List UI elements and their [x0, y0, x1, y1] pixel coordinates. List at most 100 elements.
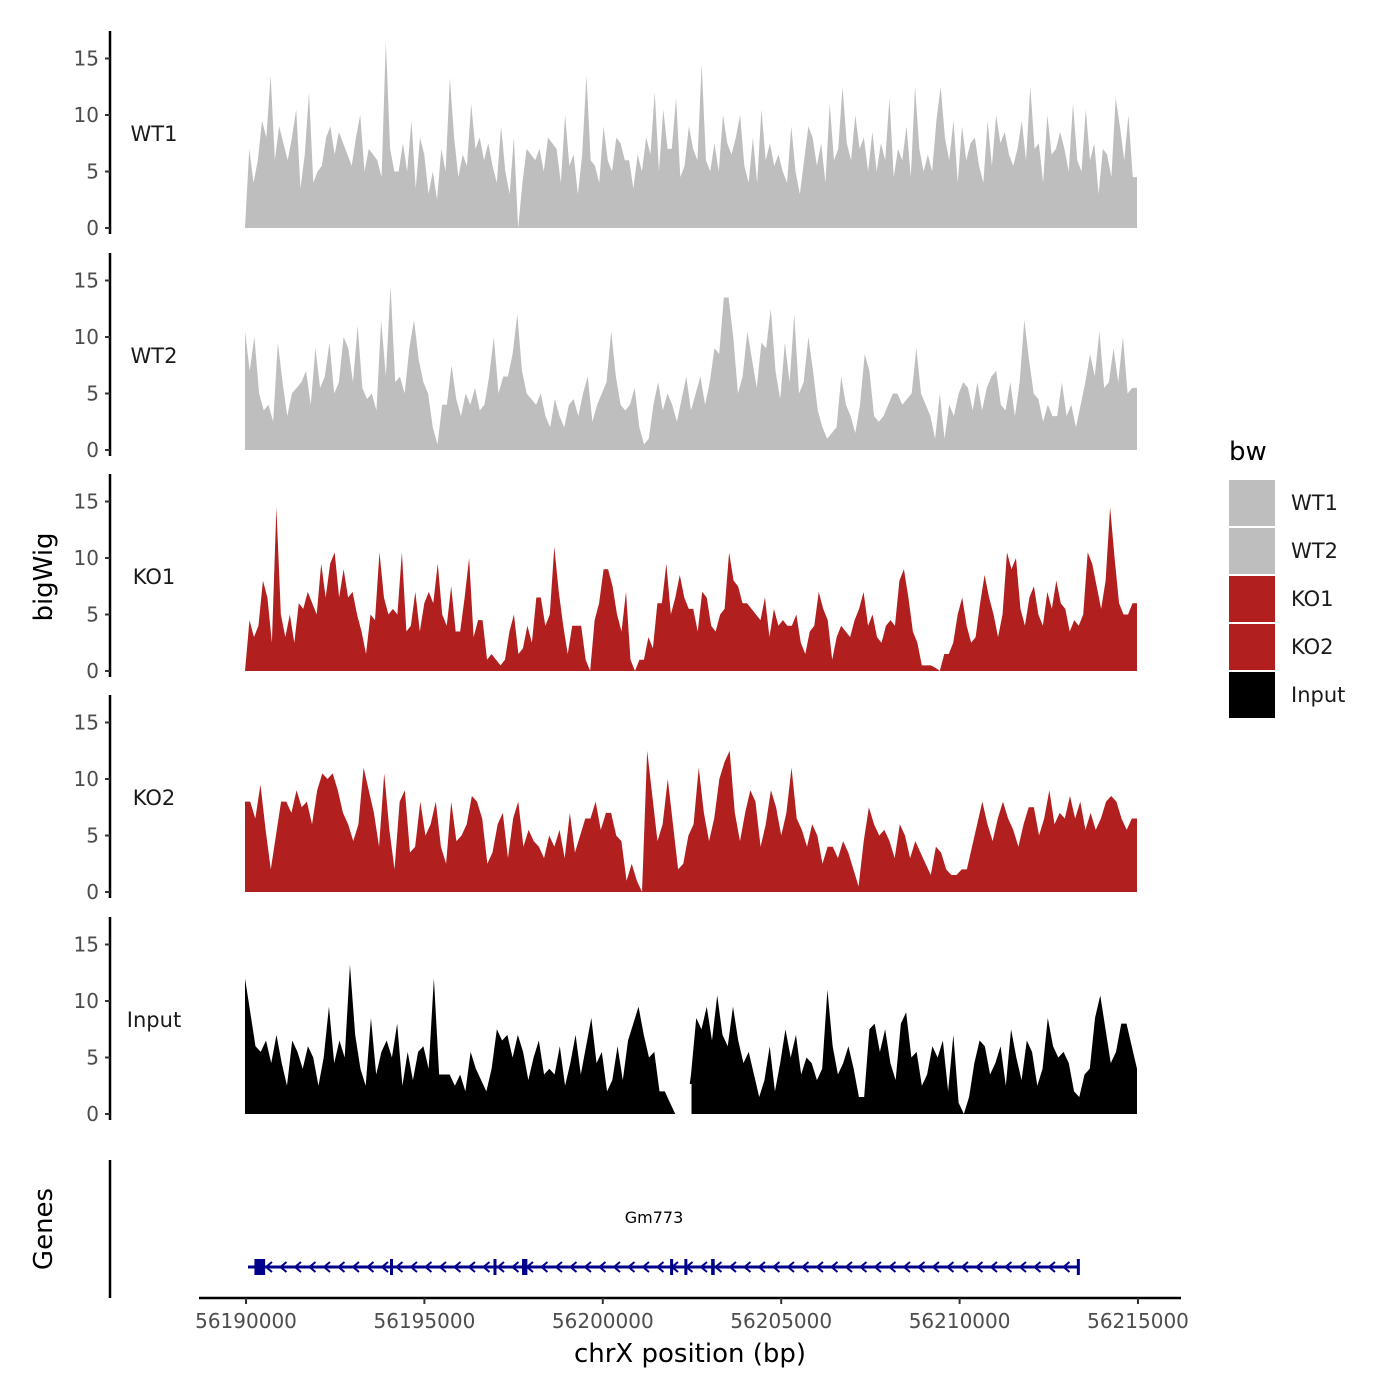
legend-label: KO2	[1291, 635, 1334, 659]
gene-exon	[684, 1259, 688, 1275]
strand-arrow	[1018, 1261, 1027, 1273]
gene-exon	[522, 1259, 528, 1275]
y-tick-label: 15	[74, 490, 99, 514]
y-tick-label: 10	[74, 103, 99, 127]
y-tick-label: 5	[86, 824, 99, 848]
y-tick-label: 5	[86, 160, 99, 184]
y-tick-label: 15	[74, 711, 99, 735]
strand-arrow	[1003, 1261, 1013, 1273]
strand-arrow	[829, 1261, 839, 1273]
strand-arrow	[481, 1261, 491, 1273]
strand-arrow	[1032, 1261, 1042, 1273]
legend-swatch-input	[1229, 672, 1275, 718]
gene-exon	[493, 1259, 497, 1275]
genes-axis-title: Genes	[29, 1188, 59, 1270]
x-tick-label: 56210000	[909, 1309, 1011, 1333]
strand-arrow	[423, 1261, 433, 1273]
signal-area-wt1	[245, 41, 1137, 228]
strand-arrow	[960, 1261, 969, 1273]
strand-arrow	[293, 1261, 302, 1273]
strand-arrow	[974, 1261, 984, 1273]
x-tick-label: 56200000	[552, 1309, 654, 1333]
strand-arrow	[887, 1261, 897, 1273]
x-tick-label: 56190000	[195, 1309, 297, 1333]
strand-arrow	[351, 1261, 360, 1273]
strand-arrow	[757, 1261, 766, 1273]
strand-arrow	[438, 1261, 447, 1273]
legend-swatch-ko2	[1229, 624, 1275, 670]
strand-arrow	[264, 1261, 273, 1273]
gene-exon	[1076, 1259, 1080, 1275]
legend: bw WT1 WT2 KO1 KO2 Input	[1229, 437, 1345, 718]
gene-exon	[390, 1259, 394, 1275]
strand-arrow	[931, 1261, 940, 1273]
track-label: WT2	[131, 344, 178, 368]
strand-arrow	[394, 1261, 404, 1273]
strand-arrow	[786, 1261, 795, 1273]
strand-arrow	[699, 1261, 708, 1273]
strand-arrow	[278, 1261, 288, 1273]
track-label: Input	[127, 1008, 181, 1032]
track-ko1: 0 5 10 15 KO1	[74, 474, 1137, 683]
legend-label: WT2	[1291, 539, 1338, 563]
signal-area-wt2	[245, 286, 1137, 450]
strand-arrow	[583, 1261, 592, 1273]
x-tick-label: 56215000	[1087, 1309, 1189, 1333]
strand-arrow	[510, 1261, 520, 1273]
y-tick-label: 15	[74, 269, 99, 293]
x-axis-title: chrX position (bp)	[574, 1339, 806, 1369]
strand-arrow	[713, 1261, 723, 1273]
signal-area-input	[245, 964, 1137, 1114]
strand-arrow	[945, 1261, 955, 1273]
legend-label: WT1	[1291, 491, 1338, 515]
strand-arrow	[728, 1261, 737, 1273]
x-tick-label: 56195000	[374, 1309, 476, 1333]
track-wt2: 0 5 10 15 WT2	[74, 253, 1137, 462]
gene-label: Gm773	[625, 1208, 684, 1227]
y-tick-label: 0	[86, 438, 99, 462]
signal-area-ko1	[245, 507, 1137, 671]
strand-arrow	[409, 1261, 418, 1273]
strand-arrow	[307, 1261, 317, 1273]
strand-arrow	[655, 1261, 665, 1273]
y-tick-label: 5	[86, 603, 99, 627]
legend-label: Input	[1291, 683, 1345, 707]
track-label: KO1	[133, 565, 176, 589]
legend-swatch-wt1	[1229, 480, 1275, 526]
y-tick-label: 10	[74, 325, 99, 349]
gene-exon	[254, 1259, 266, 1275]
y-tick-label: 15	[74, 933, 99, 957]
strand-arrow	[626, 1261, 636, 1273]
strand-arrow	[452, 1261, 462, 1273]
y-tick-label: 5	[86, 1046, 99, 1070]
strand-arrow	[815, 1261, 824, 1273]
y-tick-label: 0	[86, 880, 99, 904]
gene-track: Gm773	[108, 1160, 1080, 1298]
tracks: 0 5 10 15 WT1 0 5 10 15 WT2 0 5 10 15 KO1 0 5 10 15 KO2 0 5 10…	[74, 31, 1137, 1126]
gene-exon	[670, 1259, 674, 1275]
y-axis-title: bigWig	[29, 532, 59, 621]
strand-arrow	[554, 1261, 563, 1273]
strand-arrow	[989, 1261, 998, 1273]
strand-arrow	[800, 1261, 810, 1273]
y-tick-label: 15	[74, 47, 99, 71]
strand-arrow	[496, 1261, 505, 1273]
legend-swatch-wt2	[1229, 528, 1275, 574]
gene-exon	[711, 1259, 715, 1275]
strand-arrow	[771, 1261, 781, 1273]
strand-arrow	[612, 1261, 621, 1273]
x-tick-label: 56205000	[730, 1309, 832, 1333]
track-input: 0 5 10 15 Input	[74, 917, 1137, 1126]
strand-arrow	[365, 1261, 375, 1273]
y-tick-label: 0	[86, 1102, 99, 1126]
strand-arrow	[597, 1261, 607, 1273]
strand-arrow	[1061, 1261, 1071, 1273]
track-label: KO2	[133, 786, 176, 810]
legend-title: bw	[1229, 437, 1267, 467]
strand-arrow	[322, 1261, 331, 1273]
signal-gap	[677, 1084, 692, 1115]
legend-label: KO1	[1291, 587, 1334, 611]
strand-arrow	[742, 1261, 752, 1273]
track-ko2: 0 5 10 15 KO2	[74, 695, 1137, 904]
y-tick-label: 5	[86, 382, 99, 406]
